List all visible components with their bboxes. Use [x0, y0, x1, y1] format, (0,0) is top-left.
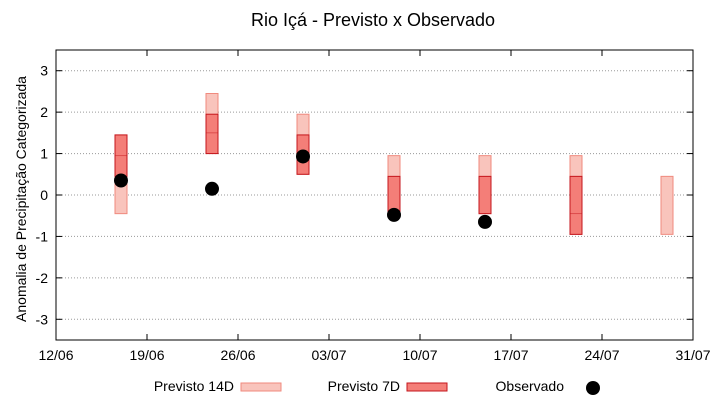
x-tick-label: 24/07	[584, 347, 619, 363]
x-tick-label: 19/06	[129, 347, 164, 363]
y-tick-label: 3	[40, 63, 48, 79]
legend: Previsto 14D Previsto 7D Observado	[154, 378, 600, 395]
y-tick-label: 0	[40, 187, 48, 203]
x-axis: 12/06 19/06 26/06 03/07 10/07 17/07 24/07 31/07	[38, 50, 711, 363]
legend-marker-observado	[586, 381, 600, 395]
x-tick-label: 03/07	[311, 347, 346, 363]
y-tick-label: 2	[40, 104, 48, 120]
y-tick-label: 1	[40, 146, 48, 162]
y-tick-label: -1	[36, 228, 49, 244]
series-observado	[114, 149, 492, 229]
legend-label-previsto-7d: Previsto 7D	[328, 378, 400, 394]
point-observado	[296, 149, 310, 164]
point-observado	[114, 173, 128, 188]
x-tick-label: 26/06	[220, 347, 255, 363]
y-axis-label: Anomalia de Precipitação Categorizada	[13, 76, 29, 322]
legend-swatch-previsto-14d	[240, 382, 282, 392]
y-tick-label: -2	[36, 270, 49, 286]
point-observado	[205, 181, 219, 196]
bar-previsto-14d	[660, 175, 674, 235]
plot-frame	[55, 49, 694, 341]
point-observado	[478, 214, 492, 229]
bar-previsto-7d	[205, 113, 219, 155]
legend-label-observado: Observado	[496, 378, 565, 394]
x-tick-label: 12/06	[38, 347, 73, 363]
bar-previsto-7d	[478, 175, 492, 215]
legend-label-previsto-14d: Previsto 14D	[154, 378, 234, 394]
bar-previsto-7d	[569, 175, 583, 235]
series-previsto-7d	[114, 113, 583, 235]
legend-swatch-previsto-7d	[406, 382, 448, 392]
y-axis: -3 -2 -1 0 1 2 3	[36, 63, 693, 327]
point-observado	[387, 207, 401, 222]
chart-title: Rio Içá - Previsto x Observado	[251, 10, 495, 30]
x-tick-label: 31/07	[675, 347, 710, 363]
gridlines	[56, 70, 693, 320]
y-tick-label: -3	[36, 311, 49, 327]
x-tick-label: 17/07	[493, 347, 528, 363]
x-tick-label: 10/07	[402, 347, 437, 363]
